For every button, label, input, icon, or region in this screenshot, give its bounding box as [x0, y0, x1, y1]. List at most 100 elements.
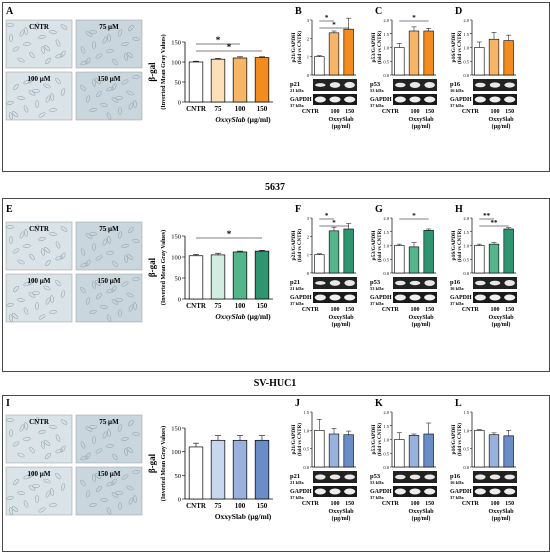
wb-x-unit: (µg/ml)	[332, 123, 351, 130]
wb-x-unit: (µg/ml)	[412, 321, 431, 328]
y-tick-label: 0.5	[383, 451, 389, 456]
micrograph-label: 150 µM	[98, 470, 121, 478]
x-axis-label: OxxySlab (µg/ml)	[215, 512, 272, 521]
gapdh-kda: 37 kDa	[290, 301, 304, 306]
micrograph-i-1: 75 µM	[75, 414, 143, 464]
wb-x-label: OxxySlab	[409, 509, 435, 515]
y-tick-label: 0	[307, 271, 310, 276]
blot-band	[504, 82, 515, 88]
bar	[210, 254, 226, 300]
y-tick-label: 0.0	[383, 271, 389, 276]
panel-letter-c: C	[375, 6, 382, 17]
x-tick-label: 100	[235, 502, 246, 510]
wb-x-label: OxxySlab	[329, 315, 355, 321]
gapdh-kda: 37 kDa	[370, 301, 384, 306]
bar	[408, 246, 420, 274]
blot-band-gapdh	[489, 96, 501, 103]
y-tick-label: 0.0	[463, 73, 469, 78]
bar	[503, 435, 514, 468]
protein-label: p16	[450, 81, 461, 88]
x-tick-label: CNTR	[462, 307, 480, 313]
y-tick-label: 0.5	[463, 257, 469, 262]
y-axis-sublabel: (fold vs CNTR)	[458, 229, 463, 262]
gapdh-label: GAPDH	[370, 295, 392, 301]
bar	[488, 243, 500, 274]
blot-band-gapdh	[424, 294, 436, 301]
gapdh-label: GAPDH	[450, 489, 472, 495]
y-tick-label: 0.0	[383, 73, 389, 78]
blot-band	[475, 280, 486, 286]
micrograph-i-0: CNTR	[5, 414, 73, 464]
micrograph-e-3: 150 µM	[75, 273, 143, 323]
x-tick-label: 100	[331, 501, 340, 507]
y-axis-sublabel: (fold vs CNTR)	[378, 229, 383, 262]
bar	[343, 28, 354, 76]
blot-band	[424, 82, 435, 88]
y-tick-label: 0.0	[463, 465, 469, 470]
x-tick-label: CNTR	[302, 109, 320, 115]
y-axis-sublabel: (fold vs CNTR)	[378, 31, 383, 64]
gapdh-kda: 37 kDa	[370, 103, 384, 108]
y-tick-label: 50	[175, 473, 182, 480]
gapdh-label: GAPDH	[370, 489, 392, 495]
y-tick-label: 1.0	[463, 244, 469, 249]
protein-kda: 16 kDa	[450, 286, 464, 291]
x-tick-label: 100	[235, 105, 246, 113]
protein-label: p16	[450, 473, 461, 480]
protein-label: p21	[290, 473, 300, 480]
x-tick-label: 100	[491, 307, 500, 313]
wb-x-unit: (µg/ml)	[332, 321, 351, 328]
x-tick-label: 150	[505, 109, 514, 115]
bar	[394, 47, 405, 76]
bar	[394, 439, 405, 468]
wb-x-label: OxxySlab	[489, 315, 515, 321]
x-tick-label: 100	[491, 501, 500, 507]
wb-x-label: OxxySlab	[329, 117, 355, 123]
blot-band-gapdh	[314, 488, 326, 495]
panel-letter-i: I	[6, 398, 10, 409]
gapdh-label: GAPDH	[290, 295, 312, 301]
blot-band-gapdh	[504, 294, 516, 301]
bar	[328, 230, 340, 274]
blot-band	[329, 474, 341, 480]
y-tick-label: 0.5	[383, 257, 389, 262]
y-axis-sublabel: (Inverted Mean Gray Values)	[160, 230, 167, 305]
panel-letter-d: D	[455, 6, 462, 17]
micrograph-e-2: 100 µM	[5, 273, 73, 323]
micrograph-e-0: CNTR	[5, 221, 73, 271]
wb-x-unit: (µg/ml)	[412, 123, 431, 130]
x-tick-label: CNTR	[186, 502, 207, 510]
bar	[474, 47, 485, 76]
y-axis-label: β-gal	[147, 62, 157, 82]
y-tick-label: 0.5	[383, 59, 389, 64]
blot-band-gapdh	[314, 96, 326, 103]
blot-band-gapdh	[474, 96, 486, 103]
x-tick-label: 150	[425, 109, 434, 115]
bar	[232, 439, 248, 500]
y-tick-label: 2	[307, 36, 309, 41]
blot-band-gapdh	[424, 488, 436, 495]
bar	[503, 228, 514, 274]
blot-band	[475, 474, 486, 480]
bar	[188, 255, 204, 300]
x-tick-label: CNTR	[302, 307, 320, 313]
protein-kda: 21 kDa	[290, 480, 304, 485]
wb-x-unit: (µg/ml)	[492, 123, 511, 130]
panel-letter-e: E	[6, 204, 13, 215]
bar	[328, 32, 340, 76]
bar	[314, 254, 325, 274]
blot-band	[395, 474, 406, 480]
y-axis-label: β-gal	[147, 257, 157, 277]
y-axis-sublabel: (fold vs CNTR)	[378, 423, 383, 456]
significance-mark: *	[412, 212, 416, 220]
significance-mark: *	[227, 229, 232, 239]
wb-x-label: OxxySlab	[489, 509, 515, 515]
wb-x-label: OxxySlab	[329, 509, 355, 515]
blot-band-gapdh	[394, 488, 406, 495]
gapdh-kda: 37 kDa	[450, 103, 464, 108]
bar	[423, 230, 434, 274]
gapdh-label: GAPDH	[370, 97, 392, 103]
bar	[488, 38, 500, 76]
blot-band	[409, 474, 421, 480]
blot-band	[344, 474, 355, 480]
